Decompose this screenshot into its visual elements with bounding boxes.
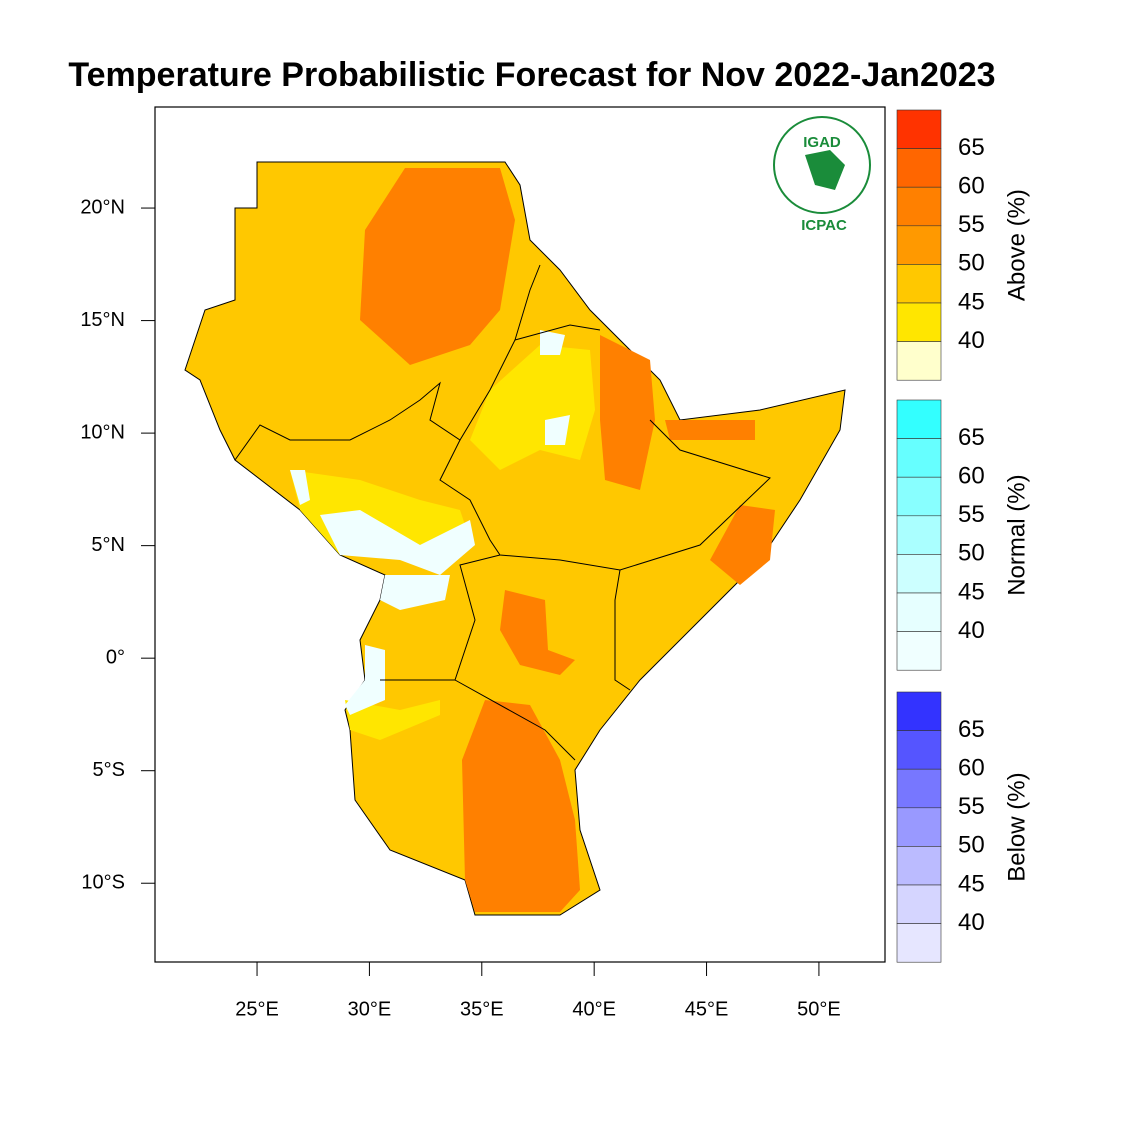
colorbar-box [896,225,942,265]
logo-text: IGAD [803,134,841,151]
colorbar-box [896,691,942,731]
colorbar-title: Below (%) [1003,772,1030,881]
colorbar-label: 65 [958,424,985,451]
colorbar-title: Normal (%) [1003,474,1030,595]
colorbar-box [896,923,942,963]
x-tick-label: 45°E [685,998,729,1020]
high-probability-area [600,335,655,490]
colorbar-label: 60 [958,463,985,490]
title: Temperature Probabilistic Forecast for N… [68,56,995,94]
low-probability-area [345,700,440,740]
y-tick-label: 20°N [80,196,125,218]
colorbar-box [896,264,942,304]
high-probability-area [360,168,515,365]
y-tick-label: 10°S [81,872,125,894]
y-tick-label: 0° [106,646,125,668]
logo: IGAD ICPAC [773,116,871,234]
colorbar-label: 65 [958,716,985,743]
colorbar-box [896,807,942,847]
colorbar-label: 40 [958,617,985,644]
colorbar-label: 45 [958,288,985,315]
colorbar-label: 55 [958,211,985,238]
colorbar-label: 65 [958,134,985,161]
colorbar-label: 40 [958,327,985,354]
x-tick-label: 30°E [348,998,392,1020]
colorbar-box [896,438,942,478]
map-area [154,106,886,963]
near-normal-area [380,575,450,610]
country-borders [234,264,771,761]
colorbar-box [896,186,942,227]
logo-continent [805,150,845,190]
near-normal-area [290,330,570,505]
high-probability-area [462,700,580,912]
colorbar-box [896,109,942,149]
x-tick-label: 50°E [797,998,841,1020]
high-probability-area [665,420,755,440]
colorbar-label: 45 [958,578,985,605]
y-tick-label: 15°N [80,309,125,331]
colorbar-box [896,631,942,671]
high-probability-area [710,505,775,585]
colorbar-label: 50 [958,832,985,859]
colorbar-box [896,302,942,342]
near-normal-area [320,510,475,575]
colorbar-box [896,730,942,770]
colorbar-label: 60 [958,755,985,782]
colorbar-label: 45 [958,870,985,897]
colorbar-box [896,476,942,517]
colorbar-box [896,148,942,188]
colorbar-title: Above (%) [1003,189,1030,301]
colorbar-box [896,846,942,886]
colorbar-box [896,399,942,439]
colorbar-label: 40 [958,909,985,936]
high-probability-area [500,590,575,675]
x-tick-label: 25°E [235,998,279,1020]
logo-text: ICPAC [801,217,847,234]
colorbar-label: 50 [958,250,985,277]
colorbar-box [896,341,942,381]
colorbar-box [896,592,942,632]
colorbar-label: 50 [958,540,985,567]
colorbar-box [896,768,942,809]
near-normal-area [345,645,385,715]
colorbar-box [896,884,942,924]
colorbar-box [896,554,942,594]
y-tick-label: 5°S [93,759,125,781]
colorbar-label: 55 [958,793,985,820]
y-tick-label: 10°N [80,421,125,443]
x-tick-label: 40°E [572,998,616,1020]
colorbar-box [896,515,942,555]
colorbar-label: 55 [958,501,985,528]
x-tick-label: 35°E [460,998,504,1020]
colorbar-label: 60 [958,173,985,200]
y-tick-label: 5°N [91,534,125,556]
